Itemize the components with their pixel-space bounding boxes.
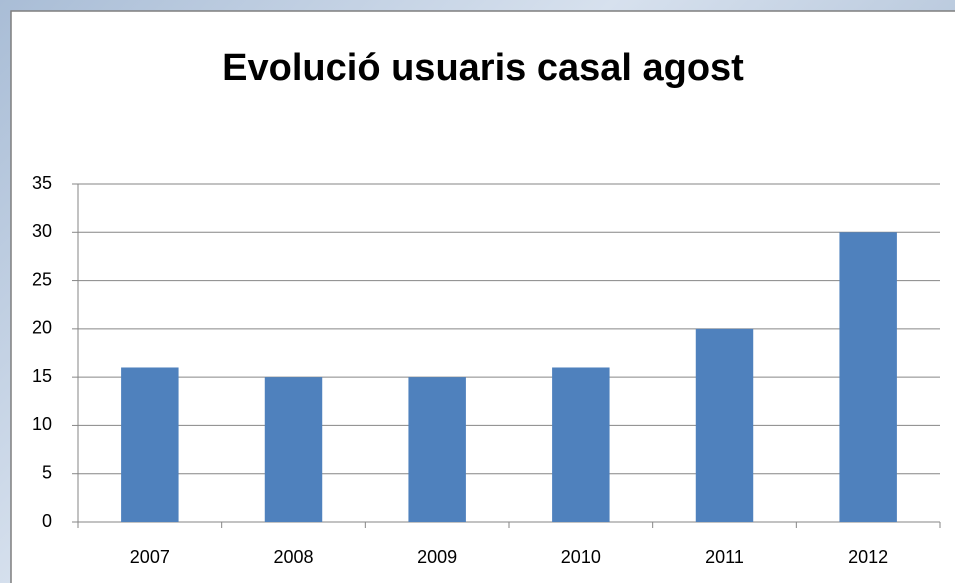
y-tick-label: 20 (32, 318, 52, 338)
y-tick-label: 5 (42, 462, 52, 482)
chart-title: Evolució usuaris casal agost (222, 47, 744, 89)
chart: Evolució usuaris casal agost 0 5 10 15 20 25 3… (0, 0, 955, 583)
page: Evolució usuaris casal agost 0 5 10 15 20 25 3… (0, 0, 955, 583)
y-tick-label: 35 (32, 173, 52, 193)
bar (121, 367, 178, 522)
x-tick-label: 2007 (130, 547, 170, 567)
x-tick-label: 2012 (848, 547, 888, 567)
y-tick-label: 30 (32, 221, 52, 241)
x-tick-label: 2011 (705, 547, 744, 567)
bar (408, 377, 465, 522)
bar (696, 329, 753, 522)
bar (265, 377, 322, 522)
x-tick-label: 2010 (561, 547, 601, 567)
y-tick-label: 0 (42, 511, 52, 531)
y-tick-label: 25 (32, 269, 52, 289)
x-tick-label: 2008 (273, 547, 313, 567)
y-tick-label: 15 (32, 366, 52, 386)
y-tick-label: 10 (32, 414, 52, 434)
x-tick-label: 2009 (417, 547, 457, 567)
bar (552, 367, 609, 522)
bar (839, 232, 896, 522)
